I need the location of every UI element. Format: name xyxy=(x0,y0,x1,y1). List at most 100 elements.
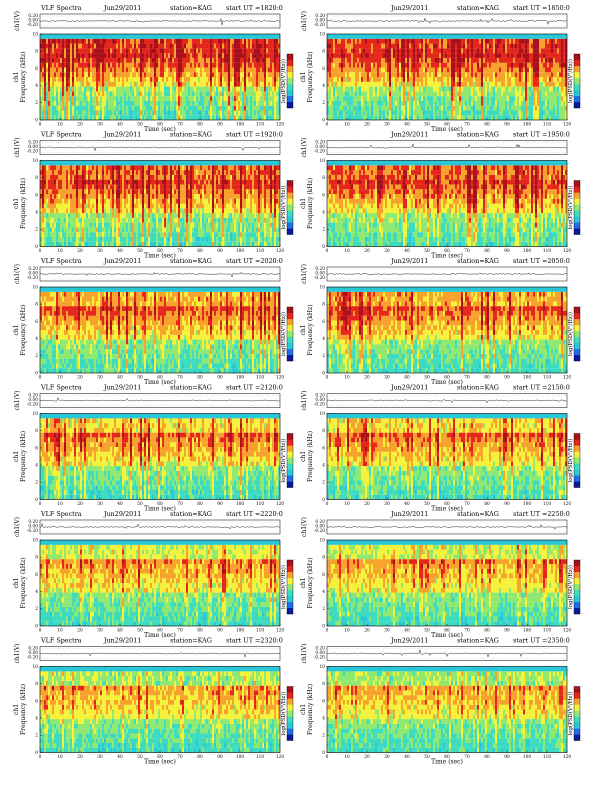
heatmap-cell xyxy=(78,96,81,101)
heatmap-cell xyxy=(212,96,215,101)
heatmap-cell xyxy=(359,53,362,58)
heatmap-cell xyxy=(268,53,271,58)
heatmap-cell xyxy=(393,96,396,101)
heatmap-cell xyxy=(527,77,530,82)
heatmap-cell xyxy=(461,115,464,121)
heatmap-cell xyxy=(172,100,175,106)
heatmap-cell xyxy=(82,232,85,237)
spectrogram-xlabel: Time (sec) xyxy=(431,126,463,133)
heatmap-cell xyxy=(46,43,49,49)
heatmap-cell xyxy=(551,86,554,92)
heatmap-cell xyxy=(359,38,362,44)
heatmap-cell xyxy=(206,72,209,78)
heatmap-cell xyxy=(337,96,340,101)
heatmap-cell xyxy=(555,48,558,54)
heatmap-cell xyxy=(230,67,233,73)
heatmap-cell xyxy=(397,86,400,92)
heatmap-cell xyxy=(397,38,400,44)
heatmap-cell xyxy=(52,77,55,82)
heatmap-cell xyxy=(218,227,221,233)
heatmap-cell xyxy=(501,91,504,97)
heatmap-cell xyxy=(180,62,183,68)
heatmap-cell xyxy=(184,77,187,82)
heatmap-cell xyxy=(537,81,540,87)
heatmap-cell xyxy=(483,86,486,92)
heatmap-cell xyxy=(439,77,442,82)
heatmap-cell xyxy=(224,115,227,121)
heatmap-cell xyxy=(385,67,388,73)
heatmap-cell xyxy=(465,86,468,92)
heatmap-cell xyxy=(100,100,103,106)
heatmap-cell xyxy=(98,48,101,54)
heatmap-cell xyxy=(393,81,396,87)
heatmap-cell xyxy=(276,34,279,39)
heatmap-cell xyxy=(349,38,352,44)
heatmap-cell xyxy=(190,62,193,68)
heatmap-cell xyxy=(192,67,195,73)
xtick-label: 60 xyxy=(444,123,450,128)
heatmap-cell xyxy=(465,110,468,116)
heatmap-cell xyxy=(431,67,434,73)
heatmap-cell xyxy=(230,232,233,237)
heatmap-cell xyxy=(272,67,275,73)
heatmap-cell xyxy=(264,86,267,92)
heatmap-cell xyxy=(365,72,368,78)
heatmap-cell xyxy=(471,77,474,82)
heatmap-cell xyxy=(134,86,137,92)
heatmap-cell xyxy=(351,57,354,63)
heatmap-cell xyxy=(246,110,249,116)
heatmap-cell xyxy=(451,96,454,101)
heatmap-cell xyxy=(106,236,109,242)
heatmap-cell xyxy=(447,105,450,111)
heatmap-cell xyxy=(457,115,460,121)
heatmap-cell xyxy=(60,241,63,247)
heatmap-cell xyxy=(224,227,227,233)
heatmap-cell xyxy=(337,43,340,49)
heatmap-cell xyxy=(206,100,209,106)
heatmap-cell xyxy=(154,236,157,242)
heatmap-cell xyxy=(196,48,199,54)
heatmap-cell xyxy=(365,110,368,116)
heatmap-cell xyxy=(479,105,482,111)
heatmap-cell xyxy=(485,43,488,49)
heatmap-cell xyxy=(230,57,233,63)
heatmap-cell xyxy=(260,57,263,63)
heatmap-cell xyxy=(78,38,81,44)
colorbar-segment xyxy=(287,84,293,91)
heatmap-cell xyxy=(210,48,213,54)
heatmap-cell xyxy=(349,115,352,121)
heatmap-cell xyxy=(549,115,552,121)
heatmap-cell xyxy=(46,81,49,87)
heatmap-cell xyxy=(457,72,460,78)
heatmap-cell xyxy=(517,105,520,111)
heatmap-cell xyxy=(72,110,75,116)
heatmap-cell xyxy=(385,38,388,44)
heatmap-cell xyxy=(202,100,205,106)
heatmap-cell xyxy=(367,81,370,87)
heatmap-cell xyxy=(46,222,49,228)
heatmap-cell xyxy=(58,53,61,58)
heatmap-cell xyxy=(373,100,376,106)
heatmap-cell xyxy=(232,67,235,73)
heatmap-cell xyxy=(268,100,271,106)
heatmap-cell xyxy=(110,241,113,247)
heatmap-cell xyxy=(222,227,225,233)
heatmap-cell xyxy=(76,105,79,111)
heatmap-cell xyxy=(106,232,109,237)
heatmap-cell xyxy=(409,67,412,73)
heatmap-cell xyxy=(74,100,77,106)
heatmap-cell xyxy=(228,62,231,68)
heatmap-cell xyxy=(254,53,257,58)
heatmap-cell xyxy=(331,72,334,78)
heatmap-cell xyxy=(443,96,446,101)
heatmap-cell xyxy=(190,227,193,233)
heatmap-cell xyxy=(417,96,420,101)
heatmap-cell xyxy=(559,38,562,44)
heatmap-cell xyxy=(144,43,147,49)
heatmap-cell xyxy=(76,43,79,49)
heatmap-cell xyxy=(76,77,79,82)
heatmap-cell xyxy=(250,57,253,63)
heatmap-cell xyxy=(78,77,81,82)
heatmap-cell xyxy=(475,91,478,97)
heatmap-cell xyxy=(475,110,478,116)
